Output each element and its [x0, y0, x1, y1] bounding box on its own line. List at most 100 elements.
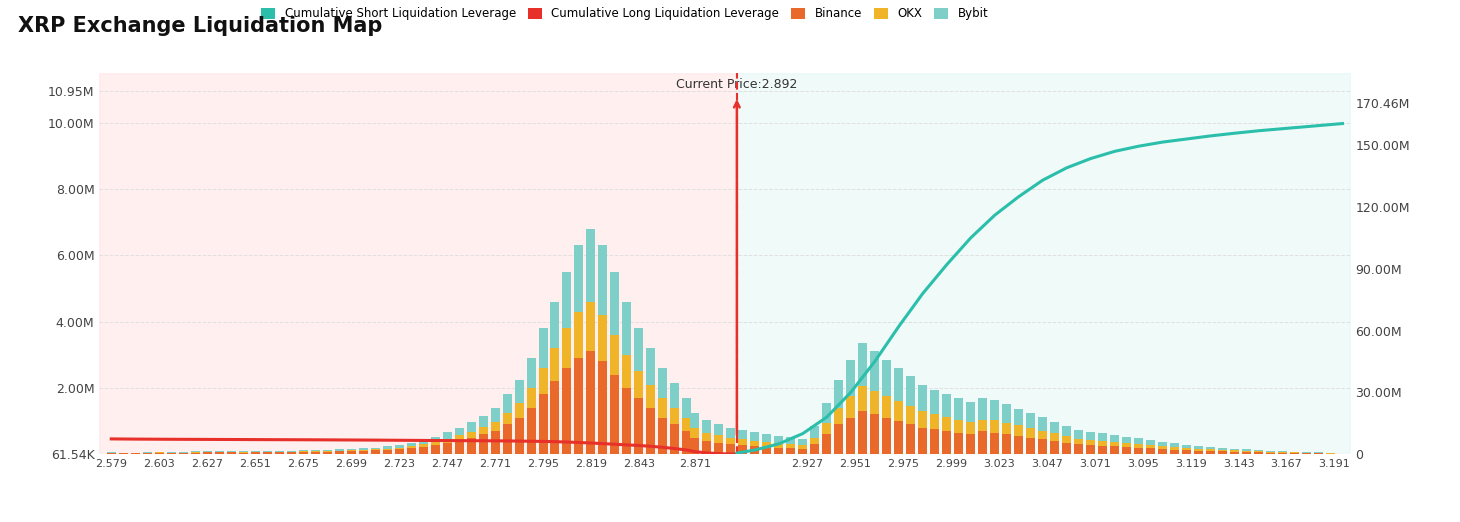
Bar: [1015, 436, 1023, 454]
Bar: [727, 428, 736, 437]
Bar: [1218, 452, 1226, 454]
Bar: [334, 452, 343, 454]
Bar: [479, 427, 488, 434]
Bar: [587, 302, 596, 351]
Bar: [359, 448, 368, 450]
Bar: [682, 418, 692, 431]
Bar: [739, 430, 748, 439]
Bar: [799, 438, 807, 445]
Bar: [895, 421, 904, 454]
Bar: [215, 453, 223, 454]
Bar: [311, 450, 320, 452]
Bar: [118, 453, 128, 454]
Bar: [539, 368, 548, 395]
Bar: [918, 428, 927, 454]
Bar: [1075, 430, 1083, 438]
Bar: [274, 450, 283, 452]
Bar: [587, 229, 596, 302]
Legend: Cumulative Short Liquidation Leverage, Cumulative Long Liquidation Leverage, Bin: Cumulative Short Liquidation Leverage, C…: [257, 3, 993, 25]
Bar: [1278, 453, 1288, 454]
Bar: [1242, 451, 1251, 452]
Bar: [882, 360, 891, 396]
Bar: [550, 348, 559, 381]
Bar: [907, 376, 915, 406]
Bar: [1266, 450, 1275, 452]
Bar: [810, 426, 819, 437]
Bar: [431, 437, 439, 442]
Bar: [834, 408, 844, 424]
Bar: [1026, 437, 1035, 454]
Bar: [514, 379, 524, 403]
Bar: [858, 343, 867, 386]
Bar: [323, 451, 331, 452]
Bar: [737, 73, 1350, 454]
Text: XRP Exchange Liquidation Map: XRP Exchange Liquidation Map: [18, 16, 383, 35]
Bar: [955, 420, 964, 433]
Bar: [383, 450, 391, 454]
Bar: [955, 398, 964, 420]
Bar: [834, 379, 844, 408]
Bar: [1158, 442, 1167, 446]
Bar: [527, 358, 536, 388]
Bar: [299, 452, 308, 454]
Bar: [822, 434, 831, 454]
Bar: [442, 438, 451, 443]
Bar: [502, 413, 511, 424]
Bar: [1015, 425, 1023, 436]
Bar: [562, 328, 571, 368]
Bar: [1266, 452, 1275, 453]
Bar: [1242, 452, 1251, 454]
Bar: [299, 451, 308, 452]
Bar: [383, 446, 391, 448]
Bar: [1206, 447, 1215, 449]
Bar: [323, 452, 331, 454]
Bar: [323, 450, 331, 451]
Bar: [1194, 446, 1203, 449]
Bar: [799, 445, 807, 449]
Bar: [787, 448, 796, 454]
Bar: [263, 452, 272, 453]
Bar: [967, 434, 975, 454]
Bar: [1086, 432, 1095, 440]
Bar: [1086, 440, 1095, 445]
Bar: [406, 446, 416, 448]
Bar: [739, 445, 748, 454]
Bar: [1218, 450, 1226, 452]
Bar: [1063, 436, 1072, 443]
Bar: [226, 453, 235, 454]
Bar: [406, 448, 416, 454]
Bar: [658, 418, 667, 454]
Bar: [799, 449, 807, 454]
Bar: [1002, 423, 1012, 434]
Bar: [406, 443, 416, 446]
Bar: [394, 445, 403, 447]
Bar: [1231, 450, 1240, 452]
Bar: [1134, 444, 1143, 447]
Bar: [822, 403, 831, 423]
Bar: [215, 451, 223, 452]
Bar: [714, 424, 723, 435]
Bar: [539, 395, 548, 454]
Bar: [479, 434, 488, 454]
Bar: [682, 431, 692, 454]
Bar: [787, 437, 796, 444]
Bar: [155, 452, 164, 453]
Bar: [1050, 422, 1058, 433]
Bar: [918, 385, 927, 411]
Bar: [762, 442, 771, 447]
Bar: [702, 420, 711, 433]
Bar: [930, 414, 939, 429]
Bar: [467, 437, 476, 454]
Bar: [479, 416, 488, 427]
Bar: [1075, 438, 1083, 444]
Bar: [1002, 405, 1012, 423]
Bar: [739, 439, 748, 445]
Bar: [610, 272, 619, 335]
Bar: [647, 385, 656, 408]
Bar: [714, 435, 723, 443]
Bar: [1218, 448, 1226, 450]
Bar: [166, 453, 175, 454]
Bar: [762, 447, 771, 454]
Bar: [431, 442, 439, 445]
Bar: [750, 441, 759, 446]
